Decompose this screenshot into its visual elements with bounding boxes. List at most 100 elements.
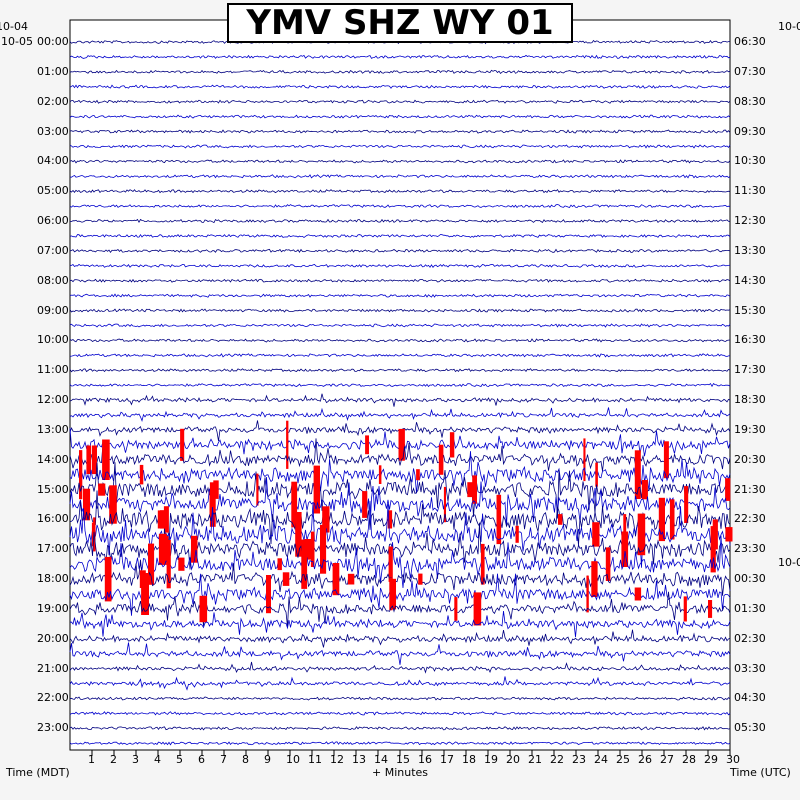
x-tick-label: 12 bbox=[330, 753, 344, 766]
clipped-signal bbox=[365, 435, 369, 455]
trace-line bbox=[69, 407, 731, 423]
trace-line bbox=[69, 204, 731, 209]
trace-line bbox=[69, 293, 731, 298]
trace-line bbox=[69, 129, 731, 134]
clipped-signal bbox=[199, 595, 208, 623]
clipped-signal bbox=[473, 592, 482, 626]
trace-line bbox=[69, 462, 731, 519]
clipped-signal bbox=[438, 444, 444, 475]
clipped-signal bbox=[515, 525, 519, 543]
clipped-signal bbox=[418, 573, 423, 585]
trace-line bbox=[69, 476, 731, 530]
x-tick-label: 29 bbox=[704, 753, 718, 766]
x-tick-label: 11 bbox=[308, 753, 322, 766]
x-tick-label: 14 bbox=[374, 753, 388, 766]
trace-line bbox=[69, 278, 731, 283]
left-hour-label: 08:00 bbox=[37, 273, 69, 287]
trace-line bbox=[69, 84, 731, 89]
clipped-signal bbox=[332, 563, 340, 596]
right-hour-label: 10:30 bbox=[734, 154, 766, 168]
trace-line bbox=[69, 69, 731, 74]
trace-line bbox=[69, 263, 731, 268]
trace-line bbox=[69, 114, 731, 119]
clipped-signal bbox=[683, 596, 687, 622]
trace-line bbox=[69, 696, 731, 701]
left-hour-label: 07:00 bbox=[37, 243, 69, 257]
clipped-signal bbox=[592, 522, 600, 547]
first-row-date-label: 10-05 bbox=[1, 35, 33, 48]
x-tick-label: 17 bbox=[440, 753, 454, 766]
left-hour-label: 04:00 bbox=[37, 154, 69, 168]
left-hour-label: 05:00 bbox=[37, 184, 69, 198]
clipped-signal bbox=[98, 483, 106, 496]
clipped-signal bbox=[658, 497, 665, 542]
trace-line bbox=[69, 629, 731, 648]
clipped-signal bbox=[595, 462, 598, 487]
trace-line bbox=[69, 393, 731, 407]
trace-line bbox=[69, 438, 731, 471]
trace-line bbox=[69, 248, 731, 253]
left-hour-label: 00:00 bbox=[37, 35, 69, 48]
clipped-signal bbox=[387, 510, 393, 529]
clipped-signal bbox=[454, 597, 458, 621]
x-tick-label: 21 bbox=[528, 753, 542, 766]
trace-line bbox=[69, 233, 731, 239]
left-hour-label: 18:00 bbox=[37, 572, 69, 586]
trace-line bbox=[69, 610, 731, 638]
x-axis-title: + Minutes bbox=[372, 766, 429, 779]
trace-line bbox=[69, 159, 731, 164]
right-hour-label: 12:30 bbox=[734, 214, 766, 228]
left-hour-label: 11:00 bbox=[37, 363, 69, 377]
clipped-signal bbox=[180, 428, 185, 461]
right-hour-label: 00:30 bbox=[734, 572, 766, 586]
x-tick-label: 16 bbox=[418, 753, 432, 766]
right-hour-label: 13:30 bbox=[734, 243, 766, 257]
clipped-signal bbox=[710, 526, 716, 573]
clipped-signal bbox=[583, 438, 586, 482]
left-hour-label: 22:00 bbox=[37, 691, 69, 705]
clipped-signal bbox=[378, 465, 382, 484]
x-tick-label: 26 bbox=[638, 753, 652, 766]
trace-line bbox=[69, 642, 731, 665]
right-hour-label: 19:30 bbox=[734, 422, 766, 436]
right-hour-label: 03:30 bbox=[734, 661, 766, 675]
clipped-signal bbox=[586, 575, 589, 613]
trace-line bbox=[69, 323, 731, 328]
clipped-signal bbox=[322, 506, 330, 533]
trace-line bbox=[69, 308, 731, 313]
x-tick-label: 23 bbox=[572, 753, 586, 766]
trace-line bbox=[69, 711, 731, 716]
left-axis-title: Time (MDT) bbox=[6, 766, 70, 779]
right-hour-label: 20:30 bbox=[734, 452, 766, 466]
clipped-signal bbox=[362, 491, 368, 518]
left-hour-label: 14:00 bbox=[37, 452, 69, 466]
left-hour-label: 13:00 bbox=[37, 422, 69, 436]
trace-line bbox=[69, 726, 731, 731]
clipped-signal bbox=[83, 488, 91, 521]
trace-line bbox=[69, 338, 731, 343]
clipped-signal bbox=[304, 539, 312, 560]
clipped-signal bbox=[663, 441, 669, 479]
start-date-label: 10-04 bbox=[0, 20, 28, 33]
clipped-signal bbox=[313, 465, 320, 514]
clipped-signal bbox=[591, 561, 598, 597]
clipped-signal bbox=[102, 439, 110, 480]
clipped-signal bbox=[301, 539, 308, 589]
clipped-signal bbox=[347, 573, 355, 585]
clipped-signal bbox=[725, 478, 731, 501]
right-hour-label: 22:30 bbox=[734, 512, 766, 526]
clipped-signal bbox=[266, 575, 271, 614]
clipped-signal bbox=[416, 469, 420, 481]
x-tick-label: 24 bbox=[594, 753, 608, 766]
clipped-signal bbox=[166, 540, 171, 589]
left-hour-label: 17:00 bbox=[37, 542, 69, 556]
left-hour-label: 19:00 bbox=[37, 601, 69, 615]
trace-line bbox=[69, 99, 731, 104]
clipped-signal bbox=[91, 522, 95, 547]
right-axis-title: Time (UTC) bbox=[730, 766, 791, 779]
clipped-signal bbox=[256, 473, 259, 506]
x-tick-label: 28 bbox=[682, 753, 696, 766]
clipped-signal bbox=[480, 543, 485, 585]
clipped-signal bbox=[389, 577, 393, 611]
